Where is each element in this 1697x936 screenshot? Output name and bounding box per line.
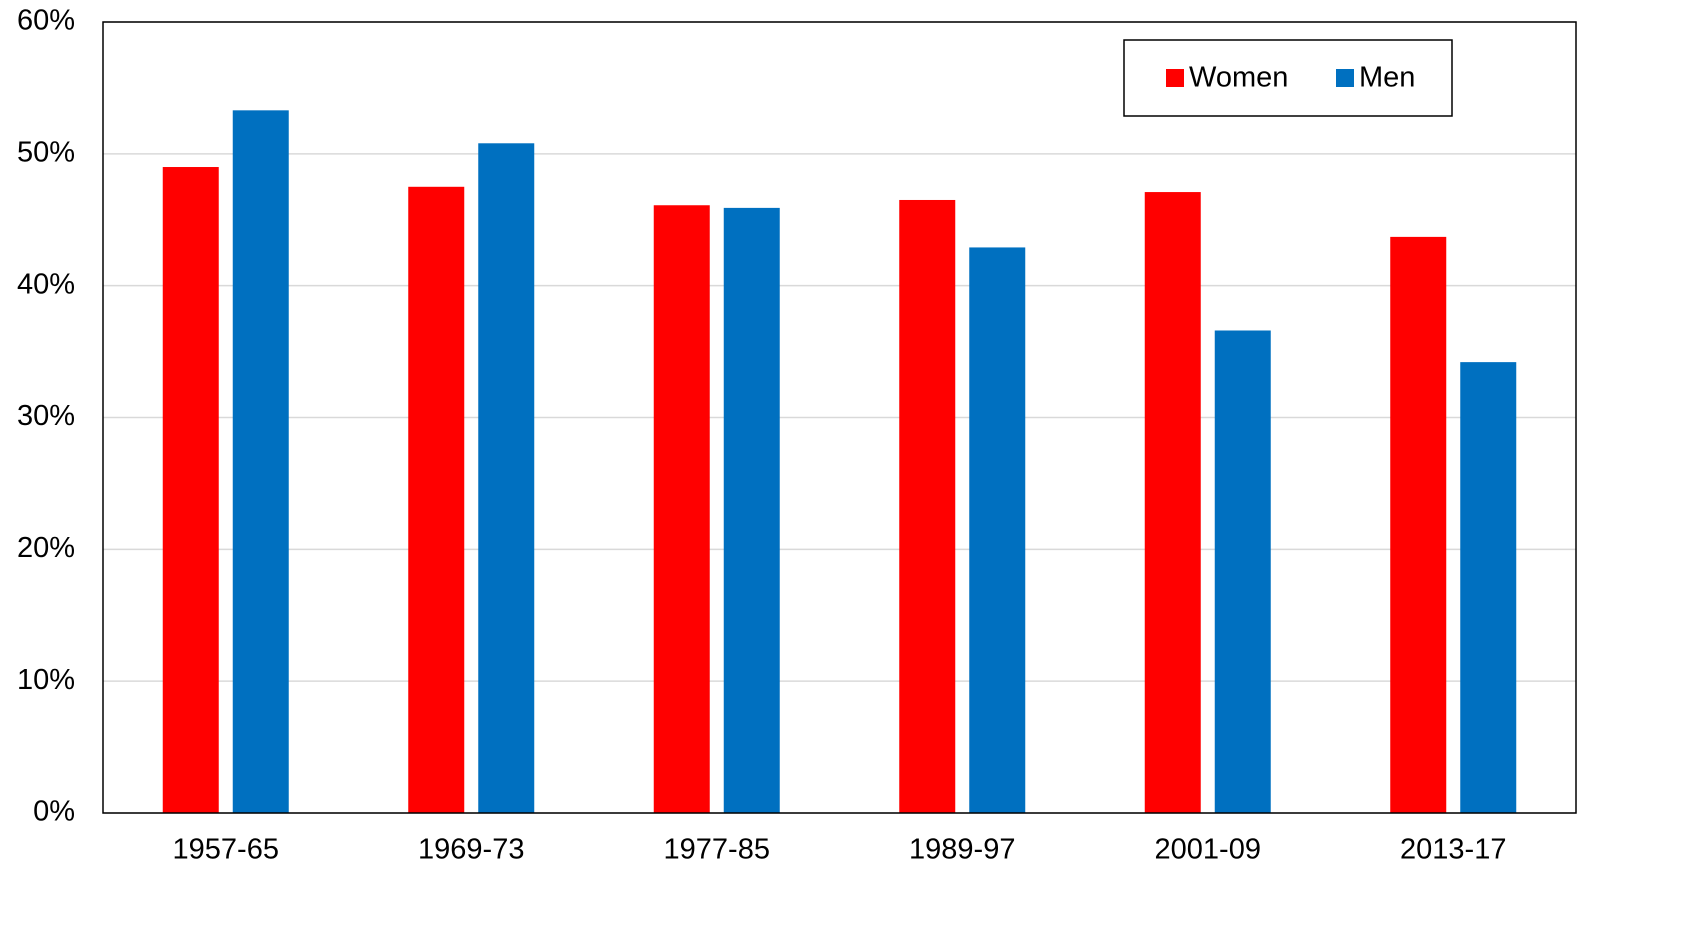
bar [232,110,289,814]
bar [408,186,465,813]
bar [478,143,535,813]
legend-swatch [1166,69,1184,87]
y-tick-label: 60% [17,5,75,37]
bar [162,167,219,813]
x-tick-label: 1989-97 [909,834,1015,866]
y-tick-label: 10% [17,664,75,696]
x-tick-label: 1957-65 [173,834,279,866]
legend-swatch [1336,69,1354,87]
plot-frame [102,21,1577,814]
bar [723,207,780,813]
y-tick-label: 40% [17,268,75,300]
bar [1214,330,1271,813]
bar [1460,362,1517,813]
y-tick-label: 0% [33,796,75,828]
bar [899,199,956,814]
x-tick-label: 1969-73 [418,834,524,866]
x-tick-label: 2001-09 [1155,834,1261,866]
y-tick-label: 30% [17,400,75,432]
y-tick-label: 20% [17,532,75,564]
legend-label: Women [1189,62,1288,94]
legend-label: Men [1359,62,1415,94]
x-tick-label: 2013-17 [1400,834,1506,866]
bar [1144,192,1201,813]
bar [653,205,710,813]
x-tick-label: 1977-85 [664,834,770,866]
bar [1390,236,1447,814]
y-tick-label: 50% [17,136,75,168]
bar [969,247,1026,813]
